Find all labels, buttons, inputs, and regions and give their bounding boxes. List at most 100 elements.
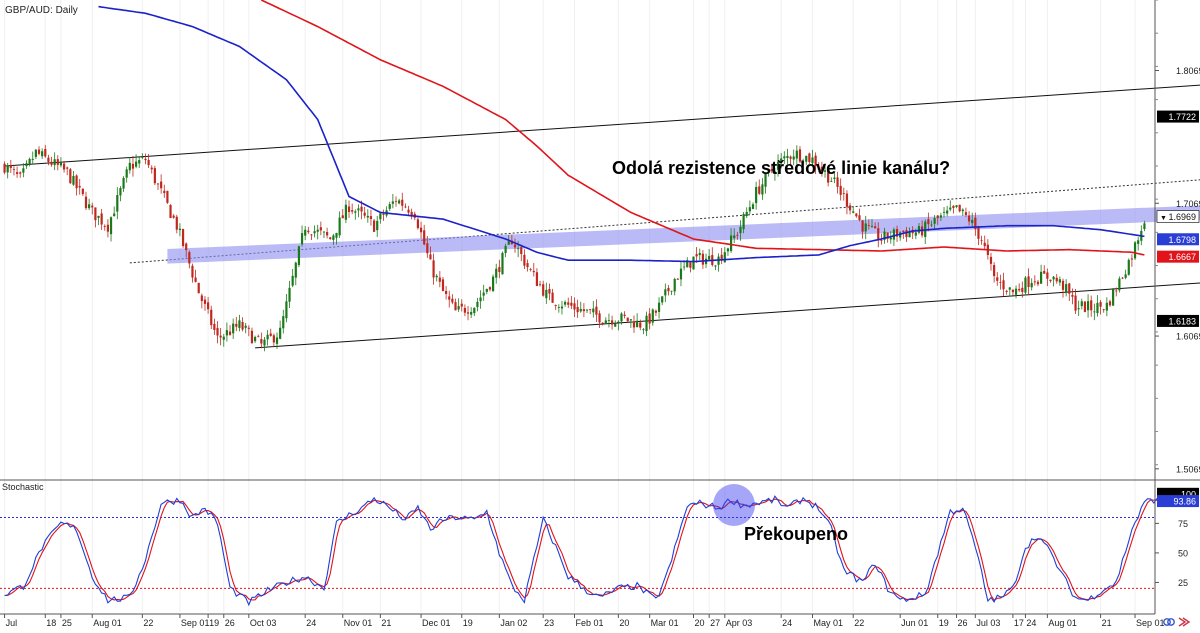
stochastic-levels (0, 516, 1155, 589)
candle-body (786, 155, 789, 159)
candle-body (1036, 281, 1040, 285)
candle-body (758, 186, 761, 194)
candle-body (617, 321, 620, 323)
candle-body (889, 237, 892, 240)
candle-body (28, 158, 31, 165)
candle-body (363, 212, 366, 216)
candle-body (805, 155, 808, 162)
candle-body (670, 290, 673, 292)
candle-body (263, 339, 266, 346)
candle-body (313, 231, 316, 234)
candle-body (664, 289, 667, 296)
candle-body (883, 231, 886, 240)
candle-body (560, 306, 564, 309)
candle-body (501, 252, 504, 275)
candle-body (573, 303, 576, 310)
candle-body (479, 297, 482, 302)
price-axis[interactable]: 1.80691.70691.60691.50697550251.7722▼1.6… (1154, 0, 1200, 614)
candle-body (764, 173, 767, 187)
candle-body (241, 322, 244, 330)
candle-body (354, 211, 357, 213)
candle-body (423, 230, 426, 245)
candle-body (811, 157, 814, 164)
candle-body (755, 186, 758, 204)
candle-body (125, 169, 128, 178)
candle-body (845, 193, 849, 207)
candle-body (983, 242, 986, 247)
candle-body (451, 298, 454, 303)
candle-body (1102, 309, 1105, 311)
candle-body (160, 181, 163, 189)
go-to-realtime-icon[interactable] (1178, 617, 1191, 627)
candle-body (513, 244, 517, 248)
candle-body (1033, 281, 1036, 283)
candle-body (961, 209, 964, 212)
candle-body (351, 210, 354, 212)
time-tick-label: Aug 01 (1048, 618, 1077, 628)
candle-body (886, 232, 889, 239)
candle-body (523, 254, 526, 266)
price-label-text: 93.86 (1173, 497, 1196, 507)
price-label-tag (1157, 110, 1199, 123)
candle-body (855, 213, 858, 217)
candle-body (864, 223, 867, 232)
candle-body (783, 156, 786, 159)
candle-body (964, 212, 968, 215)
candle-body (473, 307, 476, 314)
candle-body (936, 215, 939, 219)
candle-body (257, 335, 260, 337)
candle-body (366, 215, 369, 218)
candle-body (372, 220, 376, 232)
candle-body (197, 282, 200, 294)
time-tick-label: 23 (544, 618, 554, 628)
candle-body (272, 335, 275, 343)
time-axis[interactable]: Jul 18 25 Aug 01 22 Sep 01 19 26 Oct 03 24 Nov 01 2… (0, 613, 1165, 628)
candle-body (657, 302, 661, 312)
candle-body (141, 157, 144, 158)
candle-body (382, 213, 385, 215)
time-axis-labels: Jul 18 25 Aug 01 22 Sep 01 19 26 Oct 03 24 Nov 01 2… (4, 614, 1165, 628)
candle-body (683, 266, 686, 268)
time-tick-label: Mar 01 (651, 618, 679, 628)
candle-body (1027, 276, 1030, 288)
stochastic-title: Stochastic (2, 482, 44, 492)
price-label-text: 1.7722 (1168, 112, 1196, 122)
candle-body (438, 277, 441, 282)
time-tick-label: Feb 01 (576, 618, 604, 628)
time-tick-label: 21 (381, 618, 391, 628)
candle-body (1121, 277, 1124, 279)
time-tick-label: 26 (225, 618, 235, 628)
time-tick-label: 26 (958, 618, 968, 628)
candle-body (300, 233, 304, 245)
candle-body (610, 320, 614, 325)
chart-link-icon[interactable] (1163, 618, 1175, 626)
candle-body (1083, 301, 1087, 313)
channel-question-annotation: Odolá rezistence středové linie kanálu? (612, 158, 950, 178)
candle-body (163, 190, 166, 194)
candle-body (225, 330, 229, 336)
candle-body (720, 254, 723, 261)
candle-body (285, 301, 288, 319)
candle-body (698, 253, 701, 256)
price-axis-ticks (1155, 0, 1159, 583)
candle-body (538, 284, 542, 286)
candle-body (369, 216, 373, 220)
candle-body (1011, 289, 1015, 293)
candle-body (388, 204, 391, 209)
candle-body (802, 162, 805, 164)
candle-body (673, 278, 676, 292)
candle-body (216, 327, 219, 336)
time-tick-label: May 01 (813, 618, 843, 628)
candle-body (191, 265, 194, 278)
overbought-annotation: Překoupeno (744, 524, 848, 544)
candle-body (460, 303, 463, 307)
candle-body (808, 153, 811, 163)
candle-body (1118, 278, 1121, 291)
candle-body (407, 209, 410, 213)
candle-body (507, 241, 510, 245)
candle-body (564, 301, 567, 305)
candle-body (1046, 272, 1049, 279)
candle-body (761, 184, 764, 195)
candle-body (598, 313, 601, 323)
candle-body (347, 206, 351, 213)
